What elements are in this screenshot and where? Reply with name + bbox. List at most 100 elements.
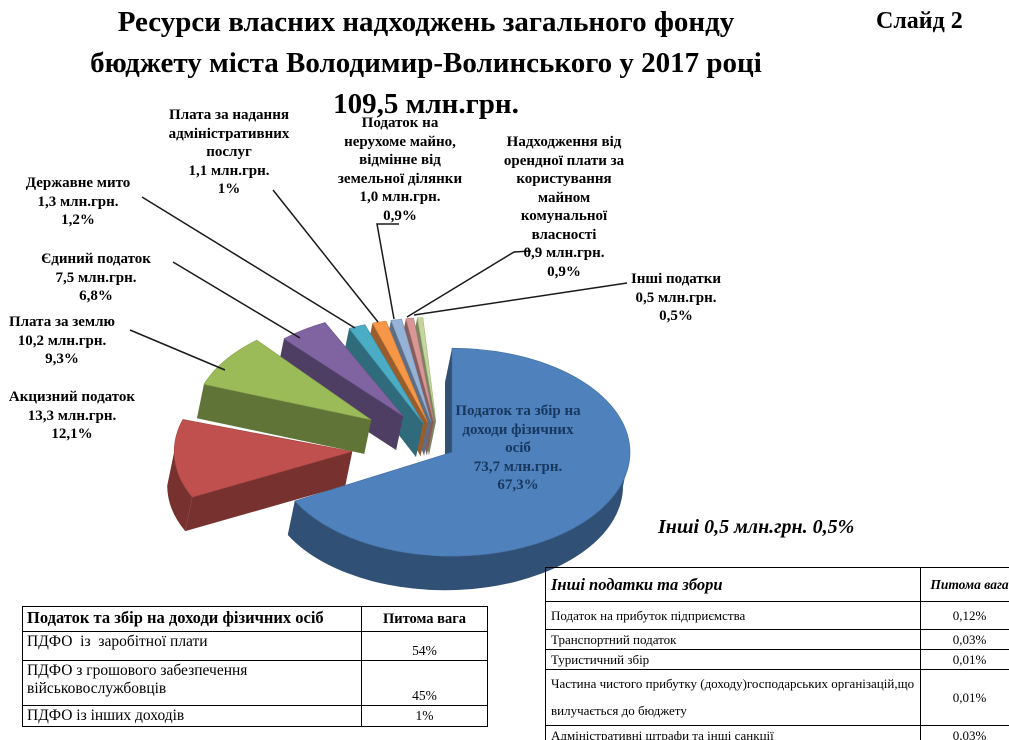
table-cell: 0,03%: [920, 629, 1009, 650]
pie-callout-val: 73,7 млн.грн.: [473, 458, 563, 475]
pie-slice-rim: [167, 451, 193, 532]
pie-callout: Плата за надання адміністративних послуг…: [159, 106, 299, 199]
table-cell: 0,01%: [920, 649, 1009, 670]
table-cell: 0,01%: [920, 668, 1009, 727]
pie-callout-pct: 12,1%: [51, 426, 93, 442]
table-cell: Адміністративні штрафи та інші санкції: [545, 725, 921, 740]
pie-callout: Акцизний податок 13,3 млн.грн. 12,1%: [0, 388, 147, 444]
pie-callout-pct: 1,2%: [61, 212, 95, 228]
pie-callout: Інші податки 0,5 млн.грн. 0,5%: [611, 270, 741, 326]
slide-title-line-1: Ресурси власних надходжень загального фо…: [117, 6, 735, 38]
table-cell: Податок на прибуток підприємства: [545, 601, 921, 630]
pie-callout-name: Плата за надання адміністративних послуг: [168, 107, 290, 160]
table-row: Адміністративні штрафи та інші санкції 0,…: [545, 725, 1009, 740]
pie-slice-top: [294, 347, 631, 557]
pie-slice-top: [173, 419, 353, 498]
pie-callout-name: Податок та збір на доходи фізичних осіб: [455, 403, 581, 456]
table-row: ПДФО із заробітної плати 54%: [22, 631, 488, 661]
pie-slice-top: [283, 322, 404, 417]
pie-slice-top: [416, 317, 437, 422]
slide-title-line-3: 109,5 млн.грн.: [333, 88, 519, 120]
pie-slice: [276, 322, 404, 451]
leader-line: [172, 261, 301, 339]
pie-callout: Надходження від орендної плати за корист…: [500, 133, 628, 281]
pie-callout: Державне мито 1,3 млн.грн. 1,2%: [13, 174, 143, 230]
other-taxes-table-header-name: Інші податки та збори: [545, 567, 921, 602]
pie-slice-top: [405, 317, 435, 422]
pie-callout-val: 7,5 млн.грн.: [55, 269, 137, 286]
pie-callout-name: Податок на нерухоме майно, відмінне від …: [337, 115, 463, 187]
slide-title-line-2: бюджету міста Володимир-Волинського у 20…: [90, 47, 762, 79]
pie-slice-side: [445, 348, 453, 487]
pie-callout-name: Плата за землю: [8, 314, 116, 330]
pie-callout-name: Державне мито: [25, 175, 131, 191]
pie-callout-val: 1,0 млн.грн.: [359, 189, 441, 205]
pie-callout-name: Єдиний податок: [41, 251, 151, 267]
other-taxes-note: Інші 0,5 млн.грн. 0,5%: [658, 516, 855, 538]
pie-callout-val: 1,1 млн.грн.: [188, 162, 270, 179]
pie-slice: [196, 339, 372, 454]
table-cell: ПДФО із заробітної плати: [22, 631, 362, 661]
table-cell: 1%: [361, 705, 488, 727]
pie-slice-side: [196, 384, 372, 454]
other-taxes-table: Інші податки та збори Питома вага Подато…: [545, 567, 1009, 740]
leader-line: [141, 196, 356, 329]
table-row: ПДФО із інших доходів 1%: [22, 705, 488, 727]
pie-slice-top: [390, 318, 432, 422]
table-cell: Транспортний податок: [545, 629, 921, 650]
slide-number: Слайд 2: [876, 8, 963, 34]
pie-callout-pct: 1%: [217, 181, 241, 197]
pie-callout-pct: 67,3%: [497, 477, 539, 493]
pdfo-table-header-share: Питома вага: [361, 606, 488, 632]
pie-callout: Податок та збір на доходи фізичних осіб 7…: [448, 402, 588, 495]
leader-line: [129, 329, 226, 371]
slide-title: Ресурси власних надходжень загального фо…: [0, 2, 852, 125]
pie-callout: Плата за землю 10,2 млн.грн. 9,3%: [0, 313, 127, 369]
pie-callout: Податок на нерухоме майно, відмінне від …: [330, 114, 470, 225]
pie-callout-val: 13,3 млн.грн.: [27, 407, 117, 424]
pie-slice-top: [348, 324, 424, 424]
table-cell: Туристичний збір: [545, 649, 921, 670]
table-cell: 54%: [361, 631, 488, 661]
table-cell: 0,03%: [920, 725, 1009, 740]
pie-callout-pct: 0,9%: [547, 263, 581, 280]
table-row: Транспортний податок 0,03%: [545, 629, 1009, 650]
pie-callout-pct: 0,5%: [659, 308, 693, 324]
table-row: ПДФО з грошового забезпечення військовос…: [22, 660, 488, 706]
table-cell: Частина чистого прибутку (доходу)господа…: [545, 668, 921, 727]
pie-slice-top: [203, 339, 372, 421]
table-cell: ПДФО з грошового забезпечення військовос…: [22, 660, 362, 706]
pdfo-table: Податок та збір на доходи фізичних осіб …: [22, 606, 488, 727]
pie-callout-name: Інші податки: [630, 271, 722, 287]
table-header-row: Податок та збір на доходи фізичних осіб …: [22, 606, 488, 632]
pie-slice-top: [372, 320, 428, 423]
table-cell: ПДФО із інших доходів: [22, 705, 362, 727]
table-row: Податок на прибуток підприємства 0,12%: [545, 601, 1009, 630]
leader-line: [406, 250, 532, 318]
pdfo-table-header-name: Податок та збір на доходи фізичних осіб: [22, 606, 362, 632]
pie-slice: [167, 419, 353, 532]
leader-line: [376, 223, 399, 320]
other-taxes-table-header-share: Питома вага: [920, 567, 1009, 602]
pie-callout-val: 10,2 млн.грн.: [17, 332, 107, 349]
pie-slice-rim: [287, 452, 631, 591]
pie-slice-side: [276, 338, 404, 451]
table-cell: 0,12%: [920, 601, 1009, 630]
pie-callout: Єдиний податок 7,5 млн.грн. 6,8%: [21, 250, 171, 306]
table-row: Туристичний збір 0,01%: [545, 649, 1009, 670]
pie-slice: [287, 347, 631, 591]
table-row: Частина чистого прибутку (доходу)господа…: [545, 668, 1009, 727]
pie-callout-name: Акцизний податок: [8, 389, 136, 405]
table-header-row: Інші податки та збори Питома вага: [545, 567, 1009, 602]
table-cell: 45%: [361, 660, 488, 706]
pie-callout-pct: 6,8%: [79, 288, 113, 304]
pie-callout-val: 0,5 млн.грн.: [635, 289, 717, 306]
leader-line: [413, 282, 628, 316]
pie-callout-pct: 0,9%: [383, 207, 417, 224]
pie-callout-pct: 9,3%: [45, 351, 79, 367]
pie-callout-val: 1,3 млн.грн.: [37, 193, 119, 210]
leader-line: [272, 189, 379, 323]
